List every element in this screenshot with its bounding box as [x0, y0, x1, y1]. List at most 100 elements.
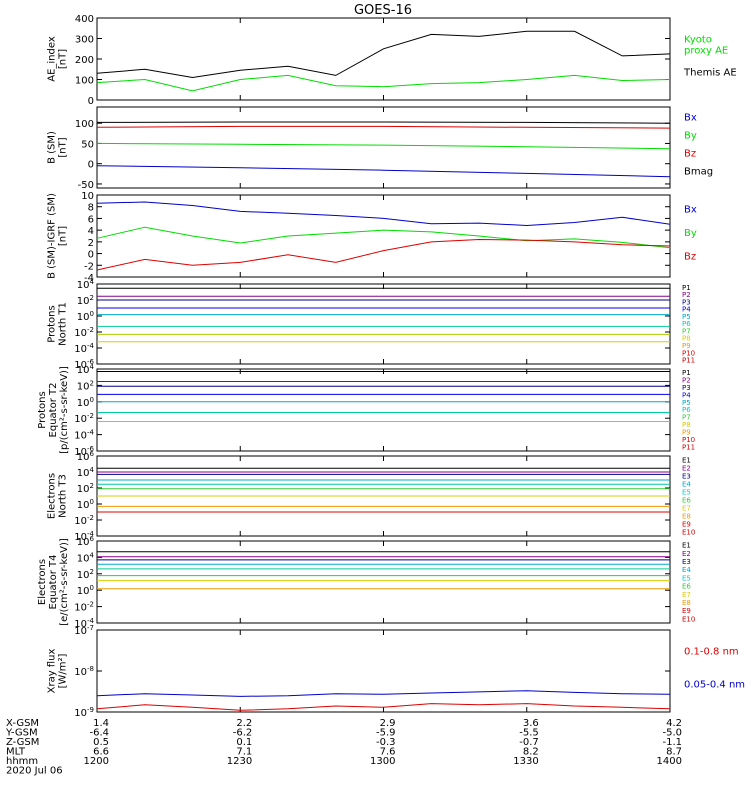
- y-tick-label: 104: [77, 551, 95, 564]
- legend-item: E1: [682, 456, 691, 464]
- legend-item: Bx: [684, 205, 697, 216]
- legend-item: E4: [682, 566, 691, 574]
- y-tick-label: 100: [77, 584, 94, 597]
- y-axis-label-line: Xray flux: [47, 649, 58, 694]
- legend-item: E7: [682, 504, 691, 512]
- y-tick-label: 0: [88, 96, 94, 107]
- y-tick-label: 102: [77, 379, 94, 392]
- y-tick-label: 102: [77, 568, 94, 581]
- ephemeris-value: -5.5: [519, 728, 539, 739]
- legend-item: Bz: [684, 251, 696, 262]
- y-tick-label: 10-2: [74, 601, 94, 614]
- series-bmag: [96, 121, 671, 124]
- ephemeris-value: 1330: [513, 756, 538, 767]
- y-axis-label-line: Protons: [37, 391, 48, 428]
- legend-item: P10: [682, 436, 695, 444]
- legend-item: E5: [682, 488, 691, 496]
- y-tick-label: 10-9: [74, 706, 94, 719]
- legend-item: E5: [682, 574, 691, 582]
- legend-item: E6: [682, 496, 691, 504]
- y-axis-label-line: Electrons: [37, 559, 48, 605]
- y-tick-label: 106: [77, 535, 95, 548]
- legend-item: P2: [682, 376, 691, 384]
- ephemeris-value: 2.2: [236, 718, 252, 729]
- ephemeris-value: 1400: [657, 756, 682, 767]
- y-axis-label-line: B (SM)-IGRF (SM): [47, 193, 58, 279]
- legend-item: E9: [682, 607, 691, 615]
- legend-item: E3: [682, 558, 691, 566]
- legend-item: P8: [682, 335, 691, 343]
- panel-frame: [96, 629, 671, 713]
- y-tick-label: 10-6: [74, 445, 94, 458]
- ephemeris-value: 4.2: [666, 718, 682, 729]
- ephemeris-row-label: hhmm: [6, 756, 38, 767]
- y-tick-label: 100: [75, 119, 94, 130]
- plot-title: GOES-16: [354, 3, 412, 18]
- ephemeris-value: 1.4: [93, 718, 109, 729]
- y-tick-label: -2: [84, 261, 94, 272]
- series-by: [96, 226, 671, 249]
- y-tick-label: 104: [77, 363, 95, 376]
- y-tick-label: 10-4: [74, 342, 94, 355]
- legend-item: E9: [682, 520, 691, 528]
- ephemeris-value: 1230: [227, 756, 252, 767]
- panel-2: -50 0 50 100 B (SM) [nT] Bx By Bz Bmag: [47, 106, 713, 191]
- legend-item: P9: [682, 342, 691, 350]
- legend-item: P7: [682, 327, 691, 335]
- series-0-1-0-8-nm: [96, 703, 671, 711]
- legend-item: P9: [682, 429, 691, 437]
- panel-4: 10-6 10-4 10-2 100 102 104 Protons North T1 P1P2…: [47, 278, 696, 371]
- ephemeris-value: 7.1: [236, 747, 252, 758]
- y-tick-label: 2: [88, 238, 94, 249]
- series-bz: [96, 125, 671, 129]
- y-tick-label: 10-8: [74, 665, 94, 678]
- ephemeris-value: -1.1: [662, 737, 682, 748]
- y-axis-label-line: Equator T4: [48, 555, 59, 610]
- ephemeris-row-label: 2020 Jul 06: [6, 766, 63, 777]
- series-bx: [96, 201, 671, 227]
- ephemeris-value: -0.7: [519, 737, 539, 748]
- y-axis-label-line: [W/m²]: [58, 653, 69, 688]
- y-axis-label: Xray flux [W/m²]: [47, 649, 69, 694]
- series-by: [96, 142, 671, 150]
- y-tick-label: 10-6: [74, 358, 94, 371]
- legend-item: E2: [682, 464, 691, 472]
- legend-item: P11: [682, 444, 695, 452]
- ephemeris-value: -5.9: [376, 728, 396, 739]
- legend-item: P6: [682, 406, 691, 414]
- ephemeris-row-label: MLT: [6, 747, 26, 758]
- legend-item: P2: [682, 291, 691, 299]
- legend-item: Kyoto: [684, 35, 712, 46]
- ephemeris-value: -6.2: [233, 728, 253, 739]
- y-tick-label: -50: [78, 180, 94, 191]
- legend-item: P4: [682, 306, 691, 314]
- series-themis-ae: [96, 30, 671, 79]
- y-axis-label-line: [nT]: [58, 137, 69, 157]
- y-axis-label: B (SM)-IGRF (SM) [nT]: [47, 193, 69, 279]
- ephemeris-value: -6.4: [89, 728, 109, 739]
- legend-item: P5: [682, 313, 691, 321]
- legend-item: P6: [682, 320, 691, 328]
- ephemeris-value: 0.5: [93, 737, 109, 748]
- legend-item: P3: [682, 384, 691, 392]
- y-tick-label: 10-4: [74, 530, 94, 543]
- y-tick-label: 104: [77, 278, 95, 291]
- y-tick-label: 0: [88, 250, 94, 261]
- series-bx: [96, 165, 671, 178]
- legend-item: E8: [682, 599, 691, 607]
- panel-5: 10-6 10-4 10-2 100 102 104 Protons Equator T2 [p…: [37, 363, 695, 458]
- panel-8: 10-9 10-8 10-7 Xray flux [W/m²] 0.1-0.8 nm 0.0…: [47, 624, 746, 719]
- ephemeris-value: 8.7: [666, 747, 682, 758]
- legend-item: P1: [682, 284, 691, 292]
- ephemeris-row-label: Y-GSM: [5, 728, 38, 739]
- ephemeris-row-label: Z-GSM: [6, 737, 39, 748]
- y-tick-label: 10-2: [74, 326, 94, 339]
- ephemeris-value: 8.2: [523, 747, 539, 758]
